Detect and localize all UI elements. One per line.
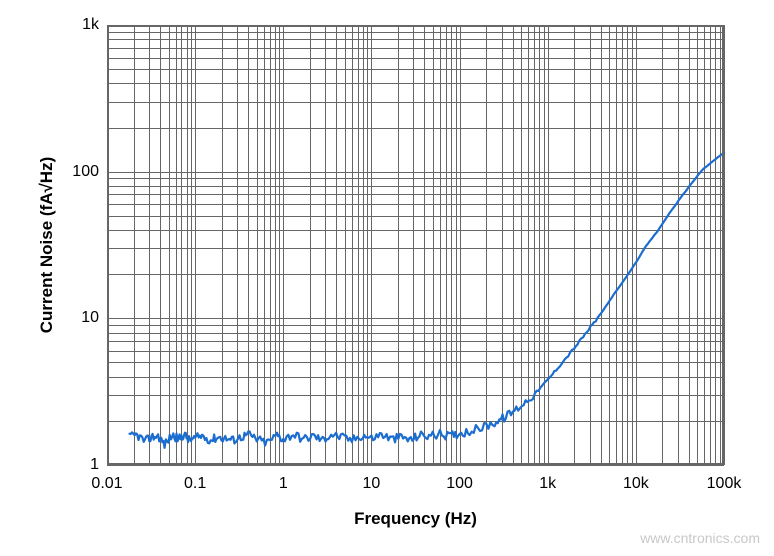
x-tick-label: 0.01 [91, 475, 122, 493]
x-tick-label: 1k [539, 475, 556, 493]
x-axis-label: Frequency (Hz) [354, 509, 477, 529]
y-axis-label: Current Noise (fA√Hz) [37, 157, 57, 334]
x-tick-label: 1 [279, 475, 288, 493]
plot-area [107, 25, 724, 465]
x-tick-label: 100 [446, 475, 473, 493]
watermark: www.cntronics.com [640, 530, 760, 546]
data-line-svg [107, 25, 724, 465]
y-tick-label: 1 [39, 456, 99, 474]
x-tick-label: 10k [623, 475, 649, 493]
series-line [130, 153, 725, 448]
y-tick-label: 100 [39, 163, 99, 181]
chart-container: Frequency (Hz) Current Noise (fA√Hz) www… [0, 0, 774, 556]
x-tick-label: 10 [363, 475, 381, 493]
y-tick-label: 1k [39, 16, 99, 34]
grid-major-v [724, 25, 725, 465]
x-tick-label: 100k [707, 475, 742, 493]
grid-major-h [107, 465, 724, 466]
y-tick-label: 10 [39, 309, 99, 327]
x-tick-label: 0.1 [184, 475, 206, 493]
